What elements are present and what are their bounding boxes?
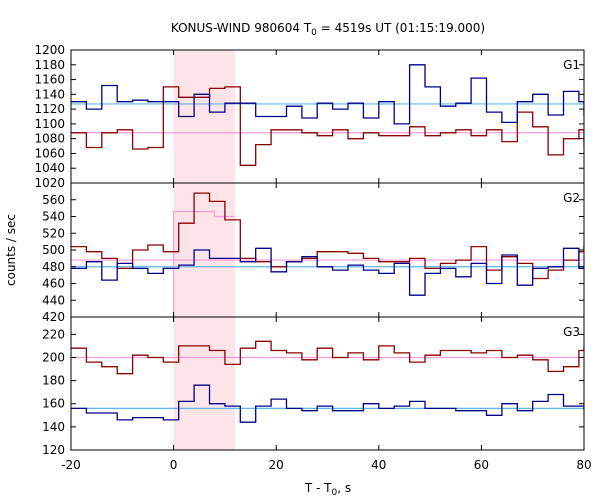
- g1-ytick-label: 1180: [34, 58, 65, 72]
- x-tick-label: 60: [474, 458, 489, 472]
- g3-ytick-label: 140: [42, 420, 65, 434]
- g2-series-red: [71, 192, 584, 280]
- g1-ytick-label: 1080: [34, 132, 65, 146]
- g3-panel-label: G3: [563, 325, 580, 339]
- g2-ytick-label: 520: [42, 226, 65, 240]
- g2-ytick-label: 440: [42, 293, 65, 307]
- g3-frame: [70, 316, 585, 451]
- axes: 1020104010601080110011201140116011801200…: [34, 43, 591, 472]
- g1-series-blue: [71, 64, 584, 125]
- g2-panel-label: G2: [563, 191, 580, 205]
- g3-series-red: [71, 340, 584, 375]
- y-axis-label: counts / sec: [4, 214, 18, 286]
- g2-ytick-label: 480: [42, 260, 65, 274]
- g2-ytick-label: 560: [42, 193, 65, 207]
- x-tick-label: -20: [61, 458, 81, 472]
- x-tick-label: 40: [371, 458, 386, 472]
- g3-ytick-label: 200: [42, 350, 65, 364]
- x-tick-label: 0: [170, 458, 178, 472]
- g1-ytick-label: 1060: [34, 146, 65, 160]
- chart-title: KONUS-WIND 980604 T0 = 4519s UT (01:15:1…: [171, 21, 485, 38]
- g2-ytick-label: 420: [42, 310, 65, 324]
- g1-ytick-label: 1120: [34, 102, 65, 116]
- g1-ytick-label: 1140: [34, 87, 65, 101]
- x-tick-label: 80: [576, 458, 591, 472]
- g2-ytick-label: 540: [42, 210, 65, 224]
- g3-ytick-label: 160: [42, 397, 65, 411]
- g3-ytick-label: 220: [42, 327, 65, 341]
- g2-ytick-label: 460: [42, 277, 65, 291]
- plot-area: [71, 64, 584, 423]
- x-axis-label: T - T0, s: [304, 481, 351, 498]
- g3-ytick-label: 120: [42, 443, 65, 457]
- g1-ytick-label: 1160: [34, 73, 65, 87]
- g3-ytick-label: 180: [42, 374, 65, 388]
- g3-series-blue: [71, 384, 584, 423]
- x-tick-label: 20: [269, 458, 284, 472]
- g1-panel-label: G1: [563, 58, 580, 72]
- g1-frame: [70, 49, 585, 184]
- g1-ytick-label: 1040: [34, 161, 65, 175]
- g1-ytick-label: 1020: [34, 176, 65, 190]
- g2-ytick-label: 500: [42, 243, 65, 257]
- g1-ytick-label: 1100: [34, 117, 65, 131]
- g2-series-blue: [71, 247, 584, 296]
- g2-overlay-pink_line: [173, 210, 236, 317]
- g1-series-red: [71, 86, 584, 166]
- g1-ytick-label: 1200: [34, 43, 65, 57]
